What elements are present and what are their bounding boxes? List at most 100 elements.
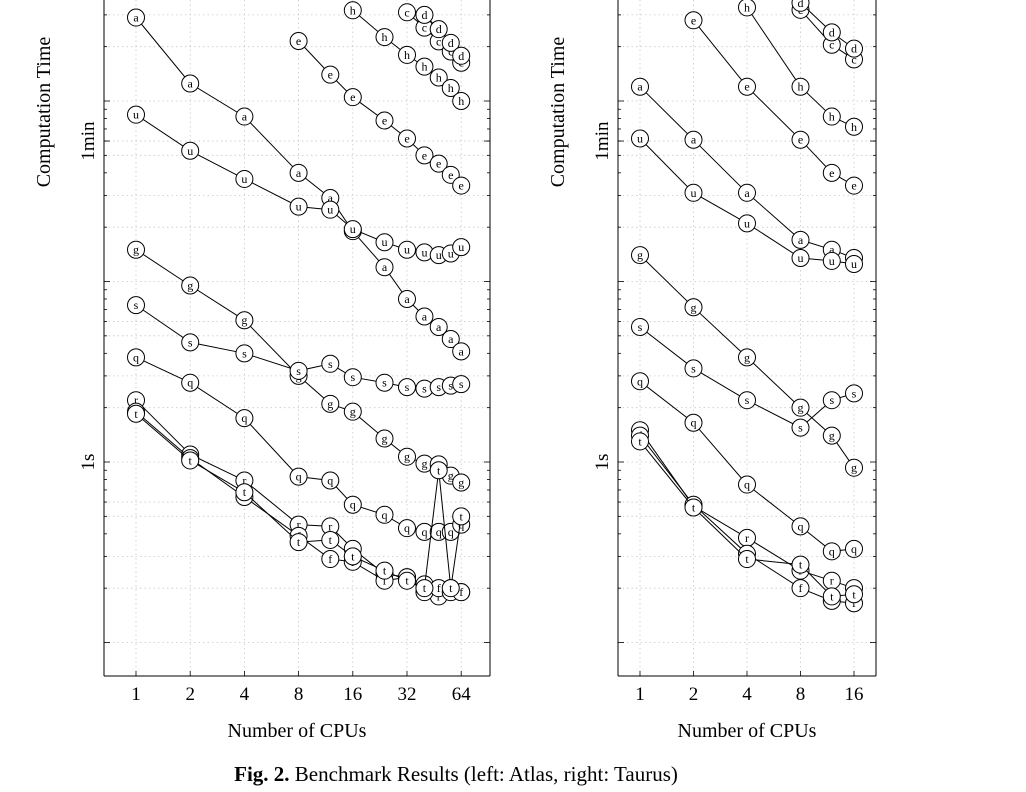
x-tick-label: 8 (796, 684, 806, 705)
data-point-s (289, 361, 308, 380)
point-label-f: f (799, 581, 803, 595)
data-point-g (375, 429, 394, 448)
data-point-h (343, 1, 362, 20)
point-label-f: f (328, 552, 332, 566)
data-point-t (398, 571, 416, 590)
point-label-t: t (852, 587, 856, 601)
point-label-g: g (637, 248, 643, 262)
series-g: gggggggggggg (127, 240, 471, 492)
point-label-d: d (421, 8, 427, 22)
point-label-s: s (691, 361, 696, 375)
point-label-e: e (448, 168, 453, 182)
data-point-a (429, 317, 448, 336)
point-label-s: s (638, 320, 643, 334)
point-label-q: q (851, 542, 857, 556)
data-point-q (321, 471, 340, 490)
data-point-g (845, 458, 863, 477)
point-label-g: g (382, 431, 388, 445)
x-tick-label: 2 (689, 684, 699, 705)
data-point-g (235, 311, 254, 330)
point-label-a: a (296, 166, 302, 180)
point-label-g: g (851, 461, 857, 475)
point-label-s: s (422, 382, 427, 396)
point-label-e: e (328, 68, 333, 82)
data-point-t (791, 555, 810, 574)
point-label-a: a (436, 320, 442, 334)
point-label-e: e (350, 90, 355, 104)
grid (104, 0, 490, 676)
point-label-t: t (799, 558, 803, 572)
point-label-f: f (437, 581, 441, 595)
data-point-c (398, 3, 416, 22)
data-point-e (429, 154, 448, 173)
x-tick-label: 1 (131, 684, 141, 705)
data-point-g (684, 298, 703, 317)
point-label-d: d (448, 36, 454, 50)
series-u: u u u u u u (631, 129, 863, 274)
data-point-s (738, 391, 756, 410)
data-point-s (684, 359, 703, 378)
point-label-g: g (691, 300, 697, 314)
data-point-s (398, 378, 416, 397)
plot-area: aaaaaauuuuuuggggggssssssqqqqqqrrrrrrffff… (631, 0, 863, 613)
point-label-t: t (297, 535, 301, 549)
point-label-s: s (448, 379, 453, 393)
caption-text: Benchmark Results (left: Atlas, right: T… (294, 762, 678, 786)
point-label-e: e (691, 13, 696, 27)
data-point-e (343, 88, 362, 107)
data-point-e (398, 129, 416, 148)
data-point-g (181, 276, 200, 295)
y-axis-label: Computation Time (547, 37, 569, 188)
data-point-h (791, 77, 810, 96)
x-tick-label: 16 (845, 684, 864, 705)
data-point-a (684, 130, 703, 149)
data-point-e (452, 176, 471, 195)
point-label-g: g (798, 401, 804, 415)
data-point-e (415, 146, 434, 165)
point-label-h: h (382, 30, 388, 44)
point-label-u: u (404, 243, 410, 257)
data-point-a (235, 107, 254, 126)
data-point-a (441, 330, 460, 349)
point-label-s: s (829, 393, 834, 407)
data-point-a (452, 342, 471, 361)
point-label-s: s (436, 380, 441, 394)
data-point-t (235, 483, 254, 502)
series-line-h (746, 7, 855, 128)
data-point-g (822, 426, 841, 445)
data-point-u (845, 255, 863, 274)
caption-label: Fig. 2. (234, 762, 290, 786)
point-label-c: c (829, 38, 834, 52)
point-label-a: a (382, 260, 388, 274)
data-point-u (181, 141, 200, 160)
y-tick-label: 1s (78, 454, 99, 471)
data-point-q (343, 495, 362, 514)
point-label-g: g (404, 450, 410, 464)
point-label-u: u (133, 108, 139, 122)
data-point-q (289, 467, 308, 486)
data-point-t (441, 579, 460, 598)
x-tick-label: 1 (635, 684, 645, 705)
data-point-g (738, 348, 756, 367)
series-q: q q q q q q (631, 372, 863, 561)
data-point-u (738, 214, 756, 233)
point-label-q: q (350, 498, 356, 512)
data-point-g (321, 394, 340, 413)
point-label-g: g (448, 469, 454, 483)
data-point-g (398, 447, 416, 466)
point-label-t: t (423, 581, 427, 595)
data-point-h (375, 28, 394, 47)
data-point-t (845, 585, 863, 604)
data-point-d (845, 39, 863, 58)
point-label-g: g (421, 457, 427, 471)
point-label-g: g (744, 350, 750, 364)
point-label-t: t (745, 552, 749, 566)
data-point-a (791, 230, 810, 249)
data-point-h (845, 117, 863, 136)
point-label-h: h (798, 80, 804, 94)
